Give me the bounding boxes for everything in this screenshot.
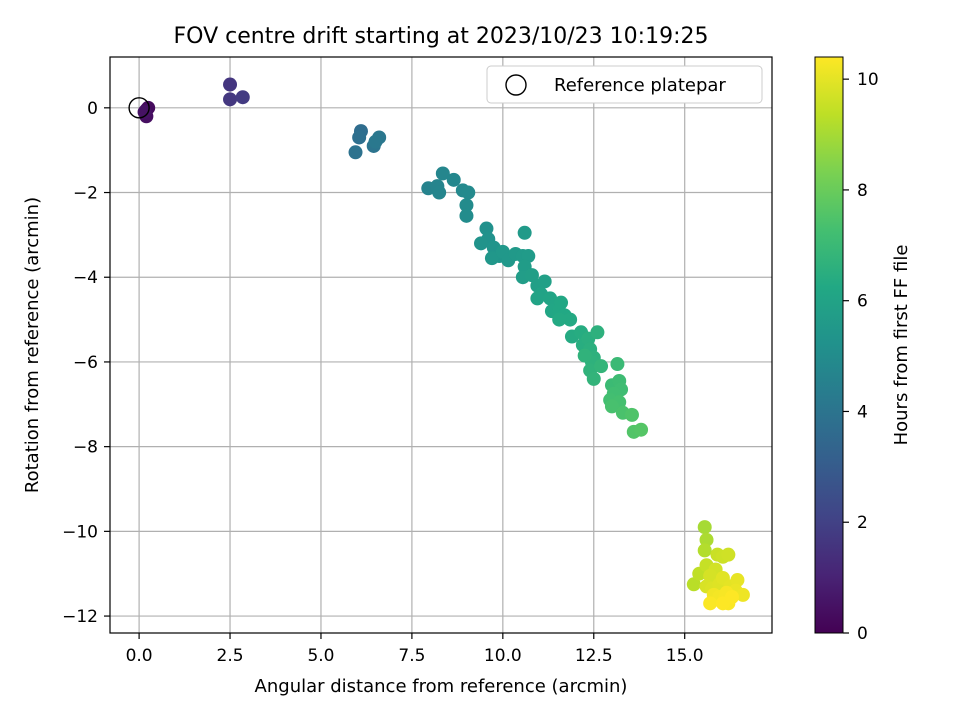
x-tick-label: 12.5 (575, 646, 613, 666)
data-point (235, 90, 250, 105)
legend-box (486, 65, 763, 104)
x-tick-label: 10.0 (484, 646, 522, 666)
data-point (435, 166, 450, 181)
plot-frame (109, 56, 773, 634)
data-point (610, 357, 625, 372)
colorbar-tick-label: 10 (857, 70, 879, 90)
data-point (686, 577, 701, 592)
colorbar-label: Hours from first FF file (891, 245, 912, 446)
data-point (577, 348, 592, 363)
data-point (552, 312, 567, 327)
data-point (348, 145, 363, 160)
data-point (352, 130, 367, 145)
y-axis-label: Rotation from reference (arcmin) (22, 197, 43, 493)
data-point (624, 407, 639, 422)
data-point (517, 225, 532, 240)
data-point (446, 172, 461, 187)
data-point (604, 399, 619, 414)
data-point (537, 274, 552, 289)
colorbar-tick-label: 4 (857, 402, 868, 422)
x-tick-label: 2.5 (217, 646, 244, 666)
data-point (703, 596, 718, 611)
data-point (521, 249, 536, 264)
y-tick-label: −10 (62, 522, 98, 542)
colorbar-tick-label: 2 (857, 513, 868, 533)
data-points (128, 77, 750, 611)
x-tick-label: 15.0 (666, 646, 704, 666)
x-tick-label: 5.0 (307, 646, 334, 666)
data-point (459, 198, 474, 213)
colorbar-tick-label: 0 (857, 624, 868, 644)
colorbar-tick-label: 8 (857, 181, 868, 201)
data-point (724, 590, 739, 604)
grid (110, 57, 772, 633)
legend-marker (505, 74, 527, 96)
legend-entry-reference: Reference platepar (554, 75, 726, 96)
data-point (563, 312, 578, 327)
data-point (461, 185, 476, 200)
y-tick-label: −12 (62, 607, 98, 627)
data-point (594, 359, 609, 374)
data-point (137, 105, 152, 120)
data-point (703, 568, 718, 583)
data-point (368, 134, 383, 149)
data-point (634, 422, 649, 437)
data-point (586, 371, 601, 386)
data-point (524, 268, 539, 283)
y-tick-label: −2 (73, 184, 98, 204)
axis-ticks: 0.0 2.5 5.0 7.5 10.0 12.5 15.0 0 −2 −4 −6 −8 −10 −12 (62, 99, 704, 666)
x-tick-label: 7.5 (398, 646, 425, 666)
data-point (479, 221, 494, 236)
data-point (530, 291, 545, 306)
x-tick-label: 0.0 (126, 646, 153, 666)
data-point (735, 587, 750, 602)
legend: Reference platepar (486, 65, 763, 104)
data-point (730, 573, 745, 588)
y-tick-label: −8 (73, 438, 98, 458)
data-point (697, 520, 712, 535)
data-point (554, 295, 569, 310)
x-axis-label: Angular distance from reference (arcmin) (255, 676, 628, 697)
data-point (721, 547, 736, 562)
y-tick-label: 0 (87, 99, 98, 119)
data-point (697, 543, 712, 558)
chart-title: FOV centre drift starting at 2023/10/23 … (174, 24, 709, 49)
data-point (474, 236, 489, 251)
data-point (484, 251, 499, 266)
y-tick-label: −4 (73, 268, 98, 288)
colorbar-tick-label: 6 (857, 292, 868, 312)
data-point (223, 92, 238, 107)
data-point (459, 208, 474, 223)
data-point (699, 532, 714, 547)
colorbar-ticks: 0 2 4 6 8 10 (843, 70, 879, 644)
data-point (432, 185, 447, 200)
y-tick-label: −6 (73, 353, 98, 373)
colorbar (814, 56, 844, 634)
data-point (223, 77, 238, 92)
data-point (590, 325, 605, 340)
reference-point (128, 97, 150, 119)
